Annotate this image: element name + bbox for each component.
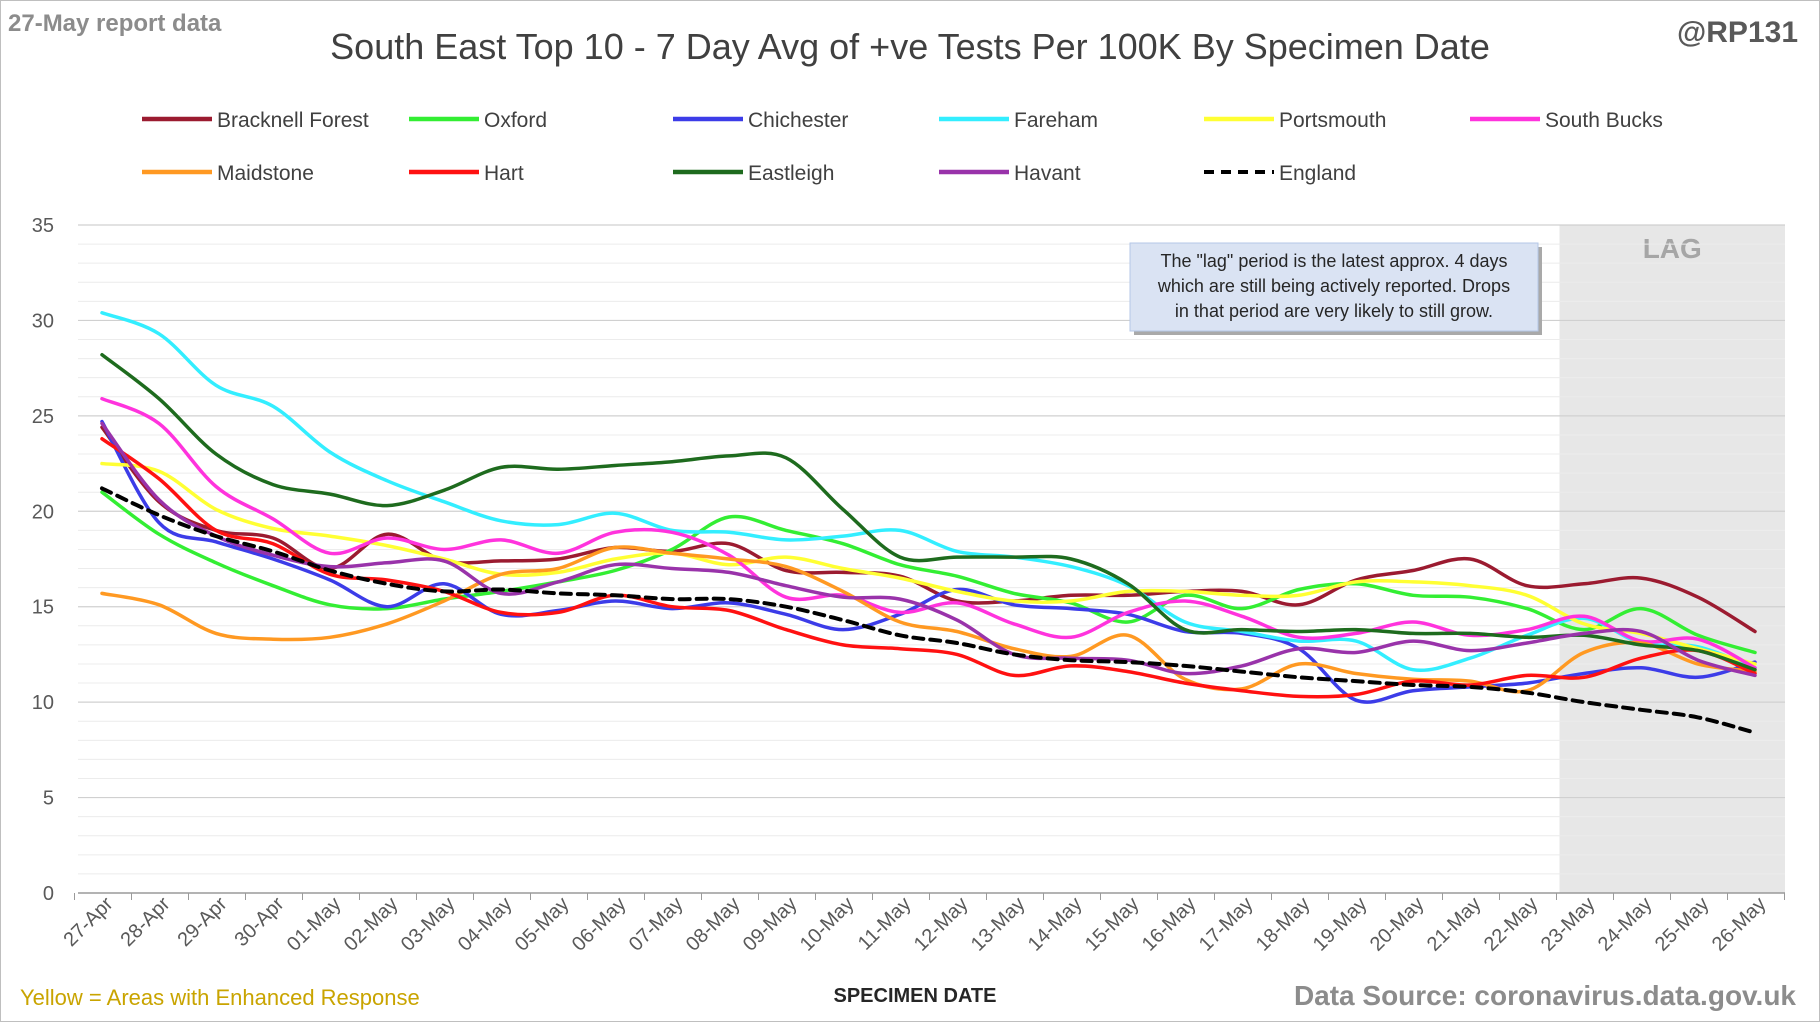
series-line-eastleigh (100, 353, 1757, 672)
x-tick-label: 04-May (454, 893, 517, 956)
y-tick-label: 25 (32, 406, 54, 428)
series-line-fareham (100, 311, 1757, 673)
x-tick-label: 03-May (397, 893, 460, 956)
x-tick-label: 29-Apr (174, 893, 232, 951)
x-tick-label: 09-May (739, 893, 802, 956)
annotation-line-3: in that period are very likely to still … (1175, 301, 1493, 321)
chart-title: South East Top 10 - 7 Day Avg of +ve Tes… (330, 26, 1490, 67)
x-tick-label: 01-May (283, 893, 346, 956)
x-tick-label: 14-May (1024, 893, 1087, 956)
legend-label-chichester: Chichester (748, 109, 848, 132)
lag-label: LAG (1643, 233, 1702, 264)
y-axis-ticks: 0 5 10 15 20 25 30 35 (32, 215, 54, 905)
lag-annotation: The "lag" period is the latest approx. 4… (1129, 242, 1542, 335)
y-tick-label: 0 (43, 883, 54, 905)
y-tick-label: 10 (32, 692, 54, 714)
x-tick-label: 06-May (568, 893, 631, 956)
x-tick-label: 02-May (340, 893, 403, 956)
x-tick-label: 20-May (1366, 893, 1429, 956)
x-tick-label: 07-May (625, 893, 688, 956)
series-lines (100, 311, 1757, 735)
x-tick-label: 13-May (967, 893, 1030, 956)
author-handle: @RP131 (1677, 16, 1798, 49)
y-tick-label: 30 (32, 310, 54, 332)
x-tick-label: 05-May (511, 893, 574, 956)
x-axis-ticks: 27-Apr28-Apr29-Apr30-Apr01-May02-May03-M… (60, 893, 1785, 956)
x-axis-title: SPECIMEN DATE (834, 985, 997, 1007)
x-tick-label: 16-May (1138, 893, 1201, 956)
x-tick-label: 28-Apr (117, 893, 175, 951)
x-tick-label: 15-May (1081, 893, 1144, 956)
annotation-box (1129, 242, 1539, 332)
legend-label-eastleigh: Eastleigh (748, 162, 834, 185)
lag-period-shade (1559, 225, 1785, 893)
x-tick-label: 24-May (1594, 893, 1657, 956)
series-line-portsmouth (100, 461, 1757, 666)
data-source-label: Data Source: coronavirus.data.gov.uk (1293, 980, 1796, 1011)
series-line-havant (100, 421, 1757, 678)
report-date-label: 27-May report data (8, 10, 222, 37)
series-line-maidstone (100, 545, 1757, 694)
legend-label-havant: Havant (1014, 162, 1081, 185)
legend-label-portsmouth: Portsmouth (1279, 109, 1386, 132)
x-tick-label: 19-May (1309, 893, 1372, 956)
x-tick-label: 30-Apr (231, 893, 289, 951)
legend-label-england: England (1279, 162, 1356, 185)
x-tick-label: 11-May (854, 893, 916, 955)
x-tick-label: 22-May (1480, 893, 1543, 956)
series-line-oxford (100, 490, 1757, 655)
x-tick-label: 23-May (1537, 893, 1600, 956)
x-tick-label: 27-Apr (60, 893, 118, 951)
y-tick-label: 5 (43, 788, 54, 810)
x-tick-label: 25-May (1651, 893, 1714, 956)
legend-label-hart: Hart (484, 162, 524, 185)
series-line-england (100, 486, 1757, 735)
legend-label-south-bucks: South Bucks (1545, 109, 1663, 132)
legend: Bracknell Forest Oxford Chichester Fareham P… (142, 109, 1663, 185)
x-tick-label: 08-May (682, 893, 745, 956)
annotation-line-1: The "lag" period is the latest approx. 4… (1161, 251, 1508, 271)
annotation-line-2: which are still being actively reported.… (1157, 276, 1510, 296)
legend-label-fareham: Fareham (1014, 109, 1098, 132)
y-tick-label: 15 (32, 597, 54, 619)
x-tick-label: 10-May (796, 893, 859, 956)
legend-label-maidstone: Maidstone (217, 162, 314, 185)
x-tick-label: 26-May (1708, 893, 1771, 956)
legend-label-bracknell-forest: Bracknell Forest (217, 109, 369, 132)
enhanced-response-note: Yellow = Areas with Enhanced Response (20, 985, 420, 1010)
x-tick-label: 17-May (1195, 893, 1258, 956)
x-tick-label: 18-May (1252, 893, 1315, 956)
x-tick-label: 12-May (910, 893, 973, 956)
y-tick-label: 20 (32, 501, 54, 523)
x-tick-label: 21-May (1423, 893, 1486, 956)
y-tick-label: 35 (32, 215, 54, 237)
legend-label-oxford: Oxford (484, 109, 547, 132)
